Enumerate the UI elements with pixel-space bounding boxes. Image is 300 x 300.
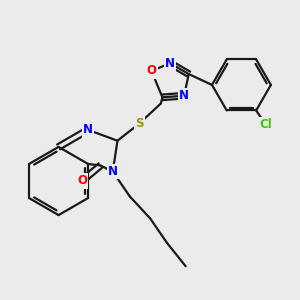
Text: O: O	[146, 64, 157, 77]
Text: Cl: Cl	[259, 118, 272, 131]
Text: N: N	[165, 57, 175, 70]
Text: O: O	[77, 175, 87, 188]
Text: S: S	[135, 117, 143, 130]
Text: N: N	[83, 123, 93, 136]
Text: N: N	[179, 89, 189, 102]
Text: N: N	[108, 165, 118, 178]
